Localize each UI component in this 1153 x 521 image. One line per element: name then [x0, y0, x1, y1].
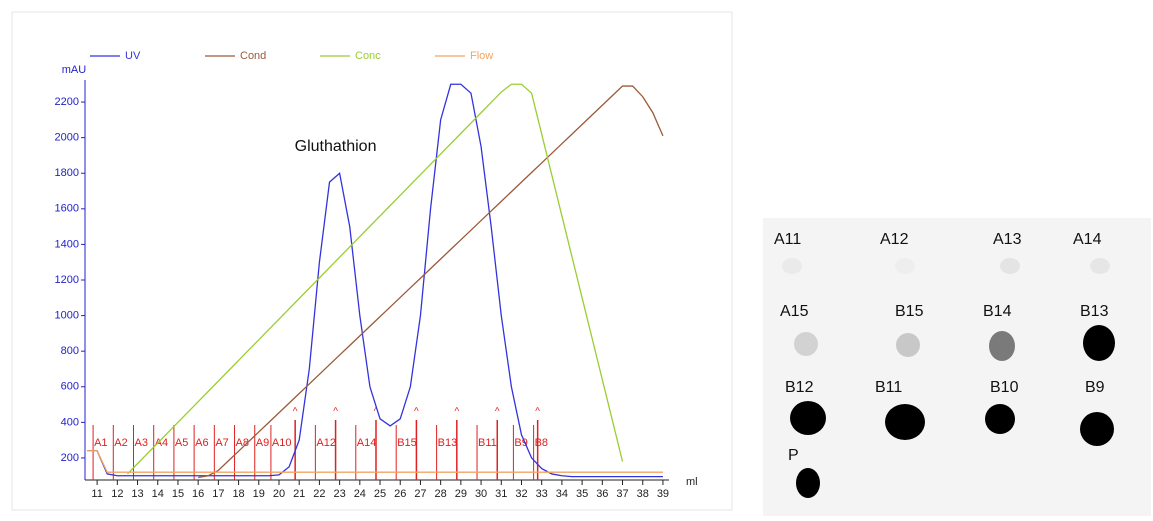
annotation: Gluthathion: [295, 138, 377, 155]
blot-label: B12: [785, 379, 814, 396]
x-tick-label: 29: [455, 488, 467, 500]
x-tick-label: 39: [657, 488, 669, 500]
x-tick-label: 15: [172, 488, 184, 500]
blot-label: A13: [993, 231, 1022, 248]
spot: [1090, 258, 1110, 274]
x-tick-label: 26: [394, 488, 406, 500]
spot: [885, 404, 925, 440]
caret: ^: [333, 407, 338, 418]
y-tick-label: 1400: [55, 238, 79, 250]
x-tick-label: 23: [333, 488, 345, 500]
legend-label: Flow: [470, 50, 493, 62]
legend-label: UV: [125, 50, 141, 62]
blot-label: A15: [780, 303, 809, 320]
y-tick-label: 400: [61, 416, 79, 428]
y-tick-label: 1000: [55, 309, 79, 321]
x-tick-label: 32: [515, 488, 527, 500]
y-tick-label: 1200: [55, 274, 79, 286]
fraction-label: B9: [514, 437, 527, 449]
x-tick-label: 28: [435, 488, 447, 500]
x-tick-label: 22: [313, 488, 325, 500]
x-tick-label: 12: [111, 488, 123, 500]
spot: [989, 331, 1015, 361]
spot: [1080, 412, 1114, 446]
fraction-label: A12: [316, 437, 336, 449]
blot-label: B13: [1080, 303, 1109, 320]
x-tick-label: 36: [596, 488, 608, 500]
x-tick-label: 38: [637, 488, 649, 500]
blot-label: A14: [1073, 231, 1102, 248]
fraction-label: B11: [478, 437, 497, 449]
blot-label: B14: [983, 303, 1012, 320]
x-tick-label: 13: [131, 488, 143, 500]
spot: [790, 401, 826, 435]
legend-label: Cond: [240, 50, 266, 62]
fraction-label: A14: [357, 437, 377, 449]
y-tick-label: 2000: [55, 132, 79, 144]
x-tick-label: 21: [293, 488, 305, 500]
y-tick-label: 200: [61, 452, 79, 464]
x-tick-label: 19: [253, 488, 265, 500]
x-tick-label: 25: [374, 488, 386, 500]
spot: [895, 258, 915, 274]
fraction-label: A7: [215, 437, 228, 449]
spot: [1083, 325, 1115, 361]
spot: [782, 258, 802, 274]
x-tick-label: 18: [232, 488, 244, 500]
fraction-label: A6: [195, 437, 208, 449]
x-tick-label: 33: [536, 488, 548, 500]
fraction-label: A5: [175, 437, 188, 449]
y-axis-label: mAU: [62, 64, 87, 76]
x-tick-label: 16: [192, 488, 204, 500]
fraction-label: B8: [535, 437, 548, 449]
fraction-label: A2: [114, 437, 127, 449]
y-tick-label: 600: [61, 381, 79, 393]
blot-label: P: [788, 447, 799, 464]
y-tick-label: 800: [61, 345, 79, 357]
blot-label: A12: [880, 231, 909, 248]
y-tick-label: 1800: [55, 167, 79, 179]
page: mAU ml A11 A12 A13 A14 A15 B15 B14 B13 B…: [0, 0, 1153, 521]
fraction-label: B13: [438, 437, 458, 449]
legend-label: Conc: [355, 50, 381, 62]
fraction-label: B15: [397, 437, 417, 449]
caret: ^: [293, 407, 298, 418]
caret: ^: [414, 407, 419, 418]
x-tick-label: 11: [91, 488, 102, 500]
fraction-label: A1: [94, 437, 107, 449]
x-tick-label: 17: [212, 488, 224, 500]
x-tick-label: 30: [475, 488, 487, 500]
spot: [985, 404, 1015, 434]
x-tick-label: 14: [152, 488, 164, 500]
x-axis-label: ml: [686, 476, 698, 488]
x-tick-label: 24: [354, 488, 366, 500]
fraction-label: A9: [256, 437, 269, 449]
fraction-label: A10: [272, 437, 292, 449]
figure: mAU ml A11 A12 A13 A14 A15 B15 B14 B13 B…: [0, 0, 1153, 521]
blot-label: B9: [1085, 379, 1105, 396]
spot: [794, 332, 818, 356]
spot: [796, 468, 820, 498]
y-tick-label: 1600: [55, 203, 79, 215]
caret: ^: [535, 407, 540, 418]
x-tick-label: 37: [616, 488, 628, 500]
fraction-label: A3: [134, 437, 147, 449]
blot-label: B10: [990, 379, 1019, 396]
x-tick-label: 35: [576, 488, 588, 500]
spot: [1000, 258, 1020, 274]
spot: [896, 333, 920, 357]
caret: ^: [495, 407, 500, 418]
x-tick-label: 31: [495, 488, 507, 500]
chart-frame: [12, 12, 732, 510]
y-tick-label: 2200: [55, 96, 79, 108]
x-tick-label: 20: [273, 488, 285, 500]
blot-label: B11: [875, 379, 902, 396]
blot-label: A11: [774, 231, 801, 248]
blot-label: B15: [895, 303, 924, 320]
x-tick-label: 27: [414, 488, 426, 500]
caret: ^: [454, 407, 459, 418]
x-tick-label: 34: [556, 488, 568, 500]
